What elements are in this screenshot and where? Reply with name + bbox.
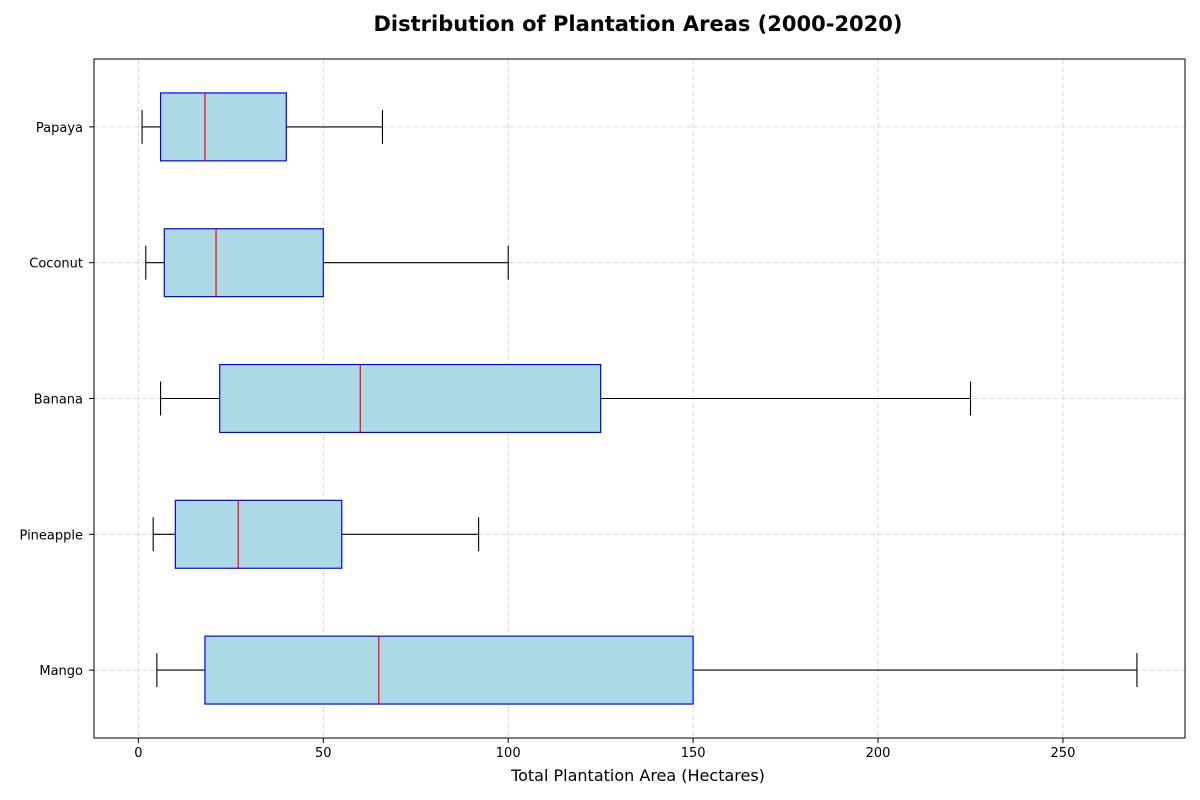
box-banana [160,363,972,434]
x-tick-label: 250 [1051,746,1076,761]
y-tick-label: Pineapple [20,528,83,543]
box-pineapple [152,499,480,569]
x-axis-label: Total Plantation Area (Hectares) [510,766,765,785]
y-tick-label: Coconut [29,257,83,272]
iqr-box [159,92,287,162]
y-tick-label: Mango [39,664,83,679]
box-papaya [141,92,384,162]
box-mango [156,635,1138,705]
x-tick-label: 0 [134,746,142,761]
y-axis: Mango Pineapple Banana Coconut Papaya [20,121,94,679]
x-tick-label: 100 [496,746,521,761]
x-tick-label: 50 [315,746,332,761]
x-tick-label: 150 [681,746,706,761]
box-coconut [145,228,509,298]
x-tick-label: 200 [866,746,891,761]
box-layer [141,92,1138,705]
chart-title: Distribution of Plantation Areas (2000-2… [374,12,903,36]
y-tick-label: Papaya [36,121,83,136]
iqr-box [163,228,324,298]
y-tick-label: Banana [34,393,83,408]
x-axis: 0 50 100 150 200 250 [134,738,1075,761]
iqr-box [204,635,694,705]
iqr-box [174,499,343,569]
iqr-box [219,363,602,434]
